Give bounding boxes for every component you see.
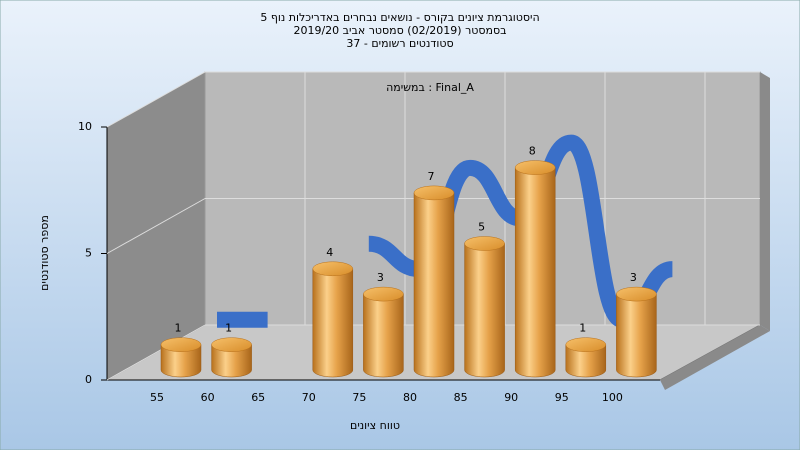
- y-tick-label: 0: [85, 373, 92, 386]
- bar: [312, 268, 354, 378]
- data-label: 3: [630, 271, 637, 284]
- bar-cap: [160, 337, 202, 352]
- bar-cap: [211, 337, 252, 352]
- bar: [464, 243, 505, 378]
- data-label: 1: [579, 322, 586, 335]
- x-tick-label: 95: [555, 391, 569, 404]
- grid-line: [106, 71, 206, 128]
- bar: [211, 344, 252, 378]
- bar-cap: [363, 286, 404, 302]
- x-tick-label: 70: [302, 391, 316, 404]
- bar: [160, 344, 202, 378]
- y-tick-label: 10: [78, 120, 92, 133]
- x-tick-label: 65: [251, 391, 265, 404]
- y-axis-label: מספר סטודנטים: [38, 215, 51, 291]
- bar-cap: [616, 286, 657, 302]
- x-tick-label: 90: [504, 391, 518, 404]
- data-label: 1: [175, 322, 182, 335]
- bar: [565, 344, 607, 378]
- annotation: במשימה : Final_A: [386, 81, 474, 94]
- chart-subtitle: סטודנטים רשומים - 37: [346, 37, 453, 50]
- data-label: 1: [225, 322, 232, 335]
- wall-edge: [760, 72, 770, 331]
- chart-title: היסטוגרמת ציונים בקורס - נושאים נבחרים ב…: [260, 11, 539, 24]
- x-tick-label: 55: [150, 391, 164, 404]
- grid-line: [106, 324, 206, 381]
- bar-cap: [514, 160, 556, 175]
- x-axis-label: טווח ציונים: [350, 419, 400, 432]
- x-tick-label: 75: [352, 391, 366, 404]
- grid-line: [106, 198, 206, 254]
- floor-edge: [660, 325, 770, 390]
- bar-cap: [464, 236, 505, 251]
- bar-cap: [413, 185, 455, 201]
- bar: [363, 293, 404, 378]
- data-label: 5: [478, 221, 485, 234]
- data-label: 7: [428, 170, 435, 183]
- data-label: 3: [377, 271, 384, 284]
- x-tick-label: 80: [403, 391, 417, 404]
- bar: [514, 167, 556, 378]
- chart-subtitle: בסמסטר (02/2019) סמסטר אביב 2019/20: [293, 24, 506, 37]
- x-tick-label: 85: [454, 391, 468, 404]
- bar: [616, 293, 657, 378]
- bar: [413, 192, 455, 378]
- y-tick-label: 5: [85, 247, 92, 260]
- bar-cap: [565, 337, 607, 352]
- data-label: 4: [326, 246, 333, 259]
- x-tick-label: 100: [602, 391, 623, 404]
- x-tick-label: 60: [201, 391, 215, 404]
- bar-cap: [312, 261, 354, 277]
- data-label: 8: [529, 145, 536, 158]
